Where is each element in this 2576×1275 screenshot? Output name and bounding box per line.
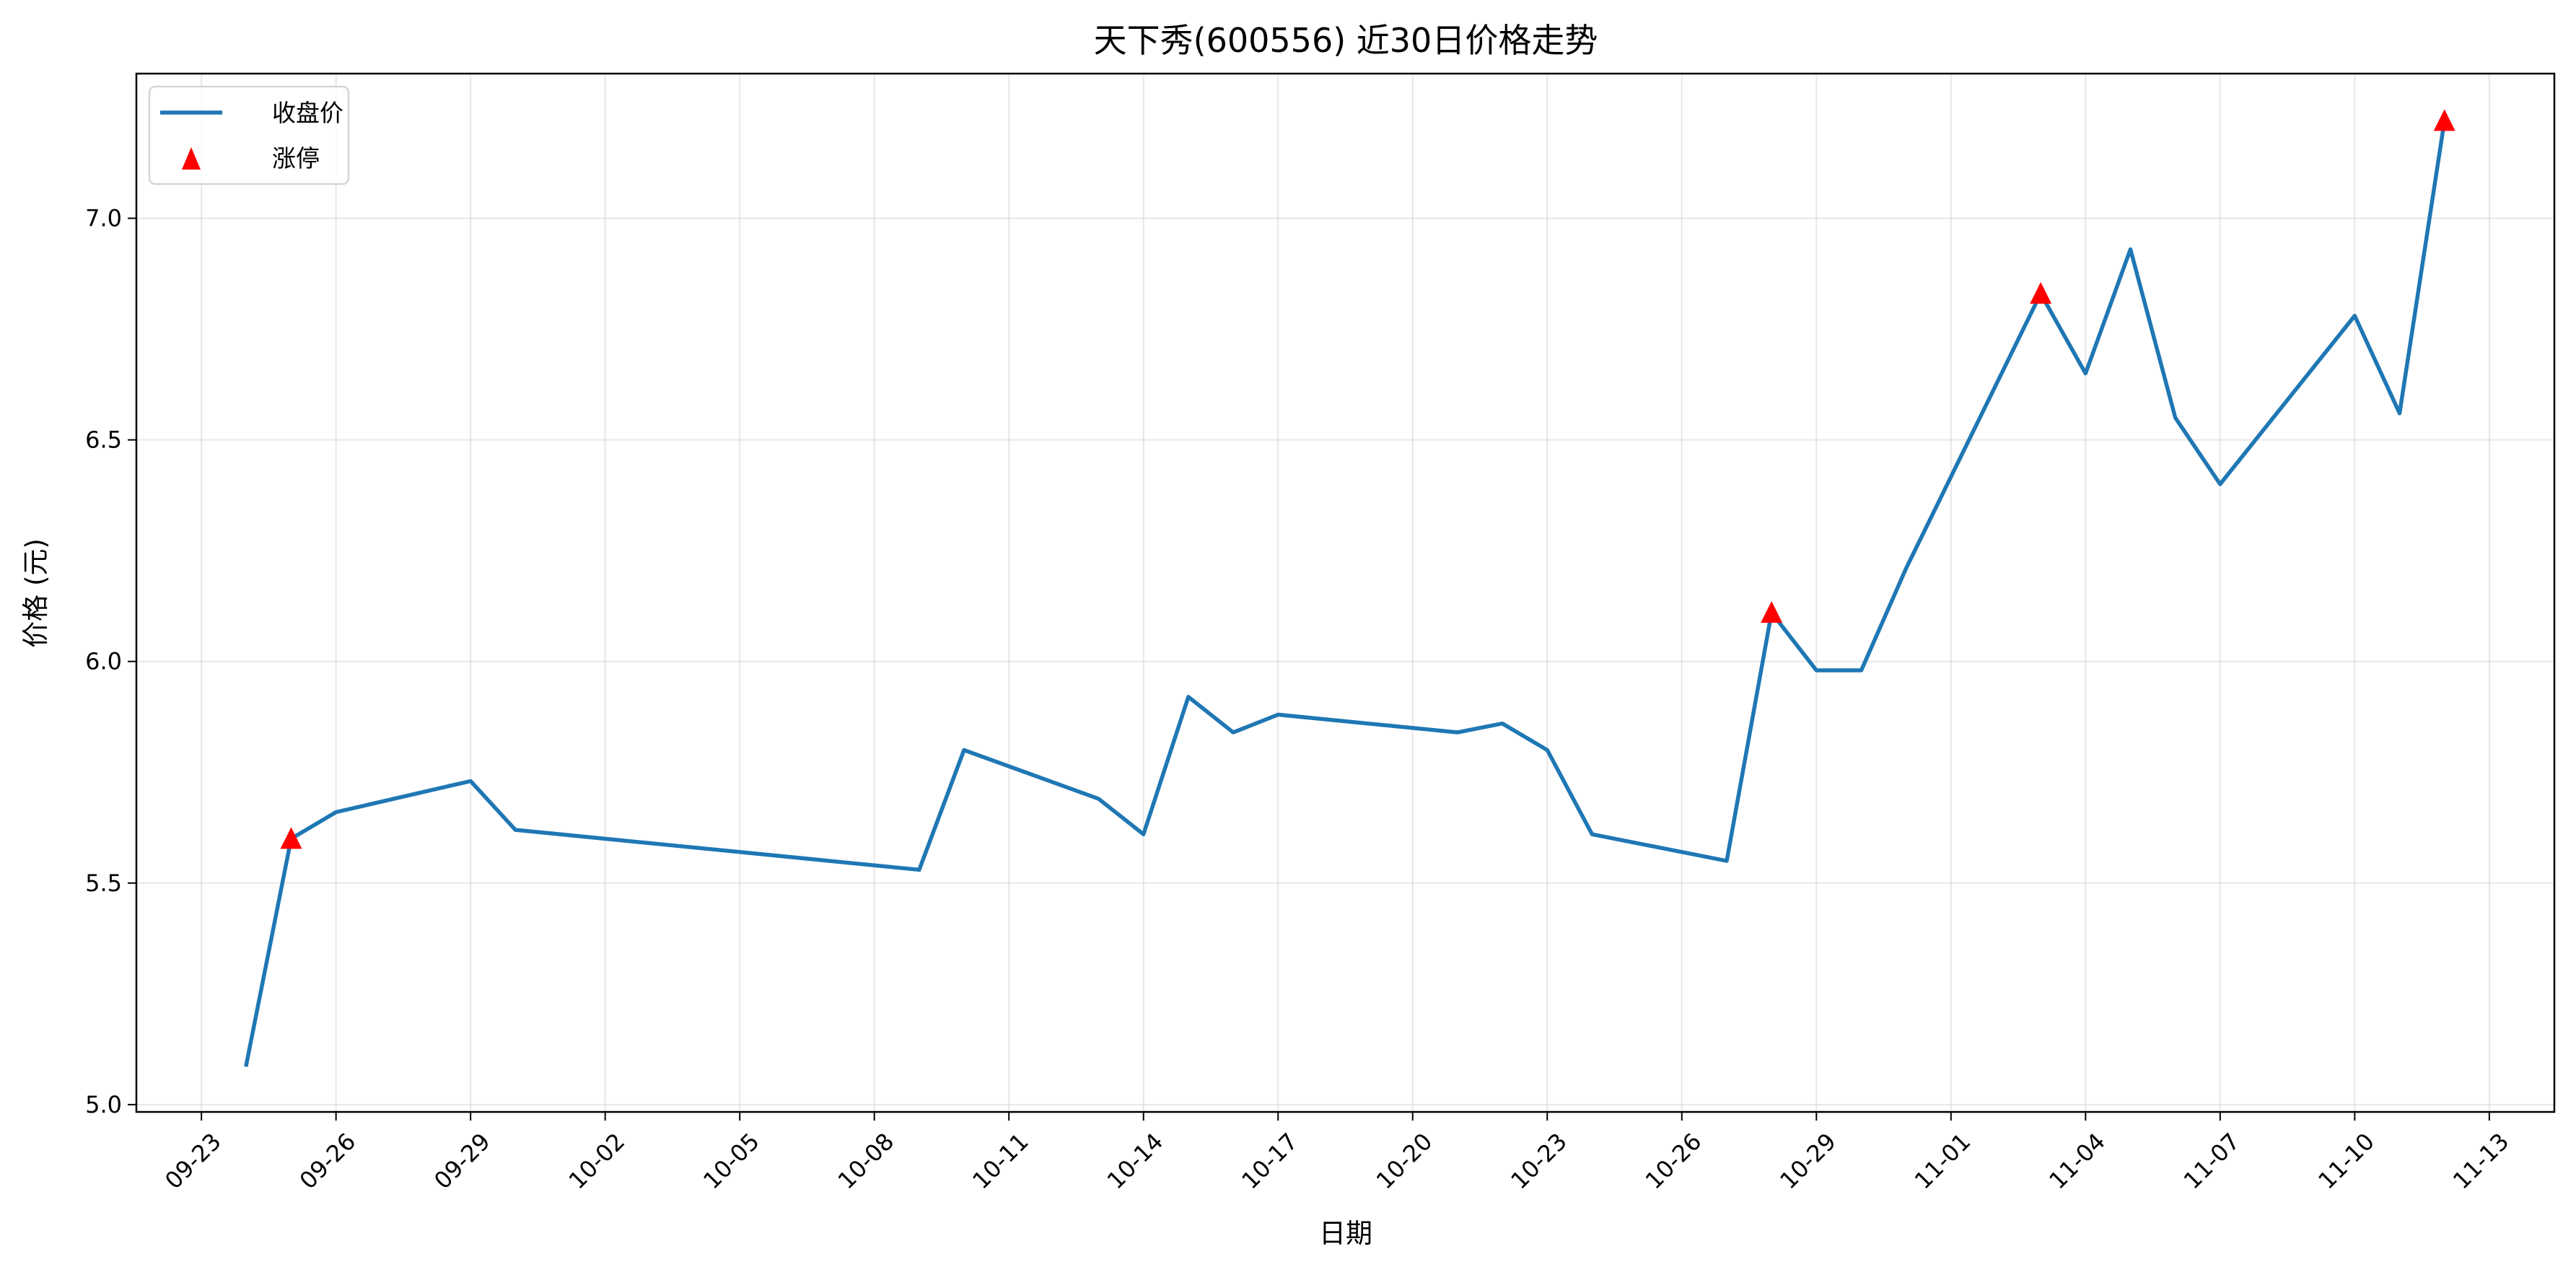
- y-axis-label: 价格 (元): [20, 538, 51, 648]
- x-tick-label: 10-17: [1236, 1128, 1303, 1195]
- chart-title: 天下秀(600556) 近30日价格走势: [1094, 21, 1598, 60]
- y-tick-label: 7.0: [85, 205, 122, 232]
- x-tick-label: 09-23: [159, 1128, 227, 1195]
- x-axis-label: 日期: [1319, 1218, 1372, 1249]
- legend: 收盘价 涨停: [148, 85, 350, 185]
- x-tick-label: 09-29: [429, 1128, 496, 1195]
- limit-up-marker: [2433, 109, 2455, 131]
- legend-label-close: 收盘价: [272, 99, 343, 127]
- legend-label-limit-up: 涨停: [272, 144, 320, 172]
- x-tick-label: 10-05: [698, 1128, 765, 1195]
- y-tick-label: 6.5: [85, 426, 122, 454]
- x-tick-label: 11-04: [2043, 1128, 2111, 1195]
- x-tick-label: 11-01: [1909, 1128, 1976, 1195]
- limit-up-marker: [2030, 281, 2052, 304]
- plot-frame: [135, 72, 2556, 1113]
- x-tick-label: 10-08: [833, 1128, 900, 1195]
- x-tick-label: 10-29: [1774, 1128, 1841, 1195]
- grid: [136, 74, 2554, 1112]
- y-tick-label: 6.0: [85, 648, 122, 675]
- x-tick-label: 11-10: [2313, 1128, 2380, 1195]
- y-tick-label: 5.5: [85, 869, 122, 897]
- x-tick-label: 09-26: [294, 1128, 362, 1195]
- x-tick-label: 10-23: [1505, 1128, 1572, 1195]
- x-tick-label: 10-20: [1371, 1128, 1438, 1195]
- limit-up-marker: [1761, 601, 1783, 623]
- x-tick-label: 10-02: [564, 1128, 631, 1195]
- limit-up-marker: [280, 827, 302, 849]
- axes: 09-23 09-26 09-29 10-02 10-05 10-08 10-11 10-14…: [85, 205, 2514, 1195]
- x-tick-label: 10-26: [1640, 1128, 1707, 1195]
- close-price-line: [244, 118, 2447, 1067]
- x-tick-label: 10-14: [1102, 1128, 1169, 1195]
- series-layer: [244, 109, 2455, 1067]
- legend-triangle-swatch: [182, 147, 201, 170]
- x-tick-label: 11-13: [2448, 1128, 2515, 1195]
- y-tick-label: 5.0: [85, 1091, 122, 1118]
- x-tick-label: 10-11: [967, 1128, 1034, 1195]
- x-tick-label: 11-07: [2178, 1128, 2246, 1195]
